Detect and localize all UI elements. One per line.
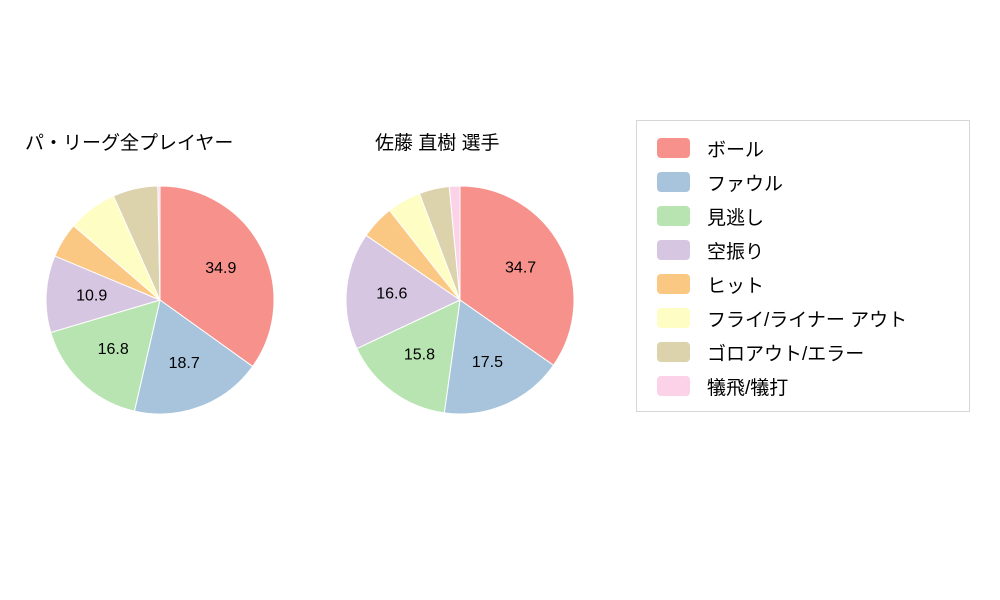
left-chart-title: パ・リーグ全プレイヤー xyxy=(25,133,234,154)
legend-label: 見逃し xyxy=(707,207,765,229)
pie-chart-league: 34.9 18.7 16.8 10.9 xyxy=(45,185,275,415)
slice-value-label: 18.7 xyxy=(169,355,200,372)
legend-label: ヒット xyxy=(707,275,765,297)
pie-chart-player: 34.7 17.5 15.8 16.6 xyxy=(345,185,575,415)
legend-swatch xyxy=(657,206,690,226)
pie-slice-7 xyxy=(157,185,161,301)
legend-label: 犠飛/犠打 xyxy=(707,377,789,399)
legend-item: 犠飛/犠打 xyxy=(637,369,969,403)
slice-value-label: 34.9 xyxy=(205,260,236,277)
pie-slice-0 xyxy=(159,185,275,368)
legend-item: ゴロアウト/エラー xyxy=(637,335,969,369)
legend-swatch xyxy=(657,342,690,362)
legend-swatch xyxy=(657,376,690,396)
slice-value-label: 17.5 xyxy=(472,354,503,371)
legend-item: ボール xyxy=(637,131,969,165)
legend-label: ボール xyxy=(707,139,765,161)
legend-item: ヒット xyxy=(637,267,969,301)
pie-slice-3 xyxy=(45,255,162,334)
legend-swatch xyxy=(657,172,690,192)
pie-slice-3 xyxy=(345,234,462,350)
pie-slice-2 xyxy=(50,299,161,412)
pie-slice-7 xyxy=(448,185,461,301)
pie-slice-2 xyxy=(356,299,461,414)
legend-swatch xyxy=(657,308,690,328)
right-chart-title: 佐藤 直樹 選手 xyxy=(375,133,500,154)
legend-item: ファウル xyxy=(637,165,969,199)
legend-label: 空振り xyxy=(707,241,765,263)
legend-label: ゴロアウト/エラー xyxy=(707,343,865,365)
pie-slice-1 xyxy=(443,299,555,415)
slice-value-label: 15.8 xyxy=(404,346,435,363)
legend-swatch xyxy=(657,274,690,294)
legend-item: フライ/ライナー アウト xyxy=(637,301,969,335)
legend-item: 見逃し xyxy=(637,199,969,233)
pie-slice-1 xyxy=(133,299,254,415)
legend-label: ファウル xyxy=(707,173,784,195)
slice-value-label: 16.8 xyxy=(98,341,129,358)
legend-swatch xyxy=(657,240,690,260)
legend-label: フライ/ライナー アウト xyxy=(707,309,908,331)
legend: ボールファウル見逃し空振りヒットフライ/ライナー アウト ゴロアウト/エラー 犠飛/… xyxy=(636,120,970,412)
legend-item: 空振り xyxy=(637,233,969,267)
slice-value-label: 10.9 xyxy=(76,288,107,305)
pie-slice-0 xyxy=(459,185,575,366)
slice-value-label: 16.6 xyxy=(376,286,407,303)
slice-value-label: 34.7 xyxy=(505,260,536,277)
legend-swatch xyxy=(657,138,690,158)
